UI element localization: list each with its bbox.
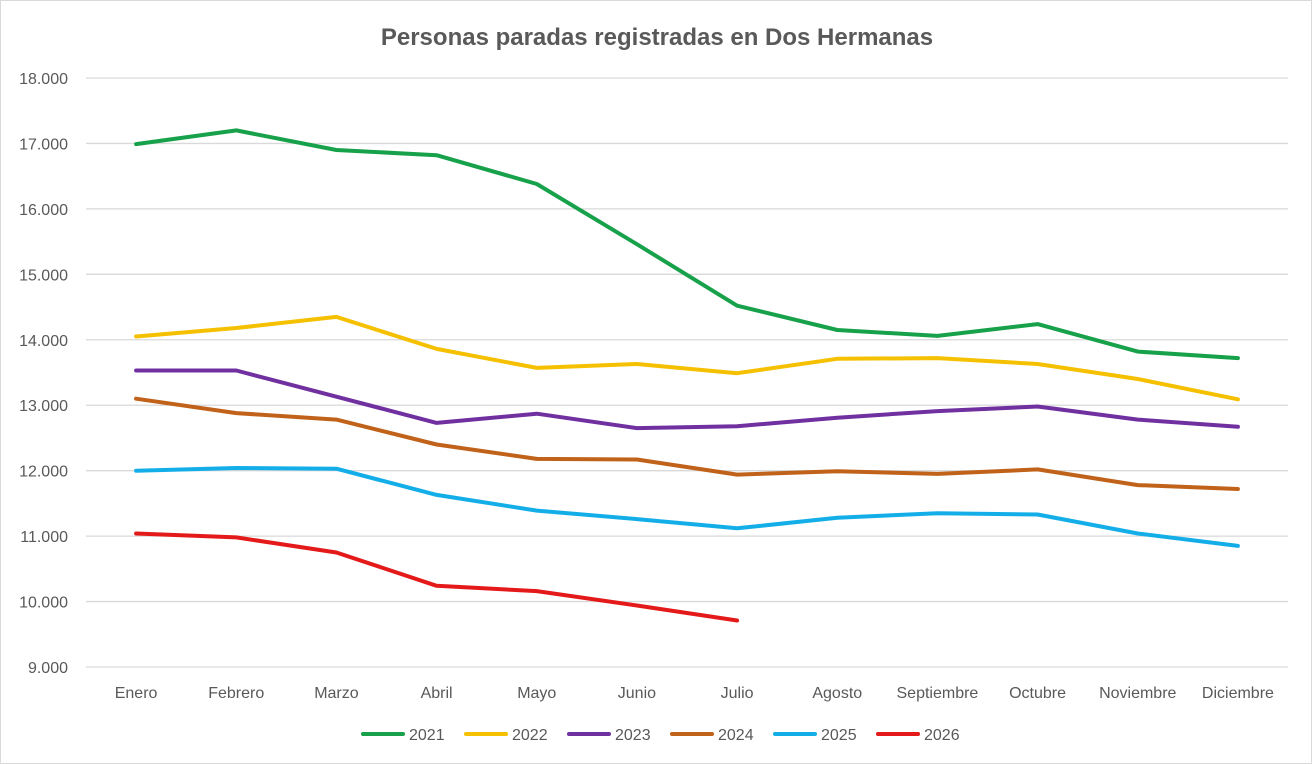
x-tick-label: Febrero — [208, 685, 264, 702]
chart-title: Personas paradas registradas en Dos Herm… — [381, 24, 933, 51]
y-tick-label: 11.000 — [20, 529, 68, 546]
legend-label: 2025 — [821, 727, 857, 744]
y-tick-label: 18.000 — [19, 71, 68, 88]
y-tick-label: 17.000 — [19, 136, 68, 153]
legend-item-2022: 2022 — [464, 727, 548, 744]
x-tick-label: Septiembre — [897, 685, 979, 702]
y-tick-label: 13.000 — [19, 398, 68, 415]
x-tick-label: Julio — [721, 685, 754, 702]
y-axis-tick-labels: 9.000 10.000 11.000 12.000 13.000 14.000 15.00… — [19, 71, 68, 677]
legend-item-2025: 2025 — [773, 727, 857, 744]
x-tick-label: Agosto — [812, 685, 862, 702]
legend-label: 2021 — [409, 727, 445, 744]
gridlines — [86, 77, 1288, 668]
x-tick-label: Octubre — [1009, 685, 1066, 702]
legend-label: 2024 — [718, 727, 754, 744]
legend-item-2026: 2026 — [876, 727, 960, 744]
x-tick-label: Junio — [618, 685, 656, 702]
y-tick-label: 16.000 — [19, 202, 68, 219]
series-line-2023 — [134, 368, 1240, 431]
y-tick-label: 12.000 — [19, 464, 68, 481]
x-tick-label: Mayo — [517, 685, 556, 702]
y-tick-label: 14.000 — [19, 333, 68, 350]
x-axis-tick-labels: Enero Febrero Marzo Abril Mayo Junio Julio Agos… — [115, 685, 1274, 702]
x-tick-label: Noviembre — [1099, 685, 1176, 702]
legend-item-2021: 2021 — [361, 727, 445, 744]
series-line-2021 — [134, 128, 1240, 361]
y-tick-label: 15.000 — [19, 267, 68, 284]
legend-item-2024: 2024 — [670, 727, 754, 744]
legend: 2021 2022 2023 2024 2025 2026 — [361, 727, 960, 744]
series-line-2025 — [134, 466, 1240, 548]
x-tick-label: Enero — [115, 685, 158, 702]
legend-label: 2023 — [615, 727, 651, 744]
series-line-2024 — [134, 396, 1240, 491]
series-line-2022 — [134, 314, 1240, 402]
y-tick-label: 10.000 — [19, 595, 68, 612]
y-tick-label: 9.000 — [28, 660, 68, 677]
series-lines — [134, 128, 1240, 623]
legend-label: 2026 — [924, 727, 960, 744]
x-tick-label: Marzo — [314, 685, 359, 702]
series-line-2026 — [134, 531, 740, 623]
legend-label: 2022 — [512, 727, 548, 744]
x-tick-label: Diciembre — [1202, 685, 1274, 702]
x-tick-label: Abril — [421, 685, 453, 702]
legend-item-2023: 2023 — [567, 727, 651, 744]
